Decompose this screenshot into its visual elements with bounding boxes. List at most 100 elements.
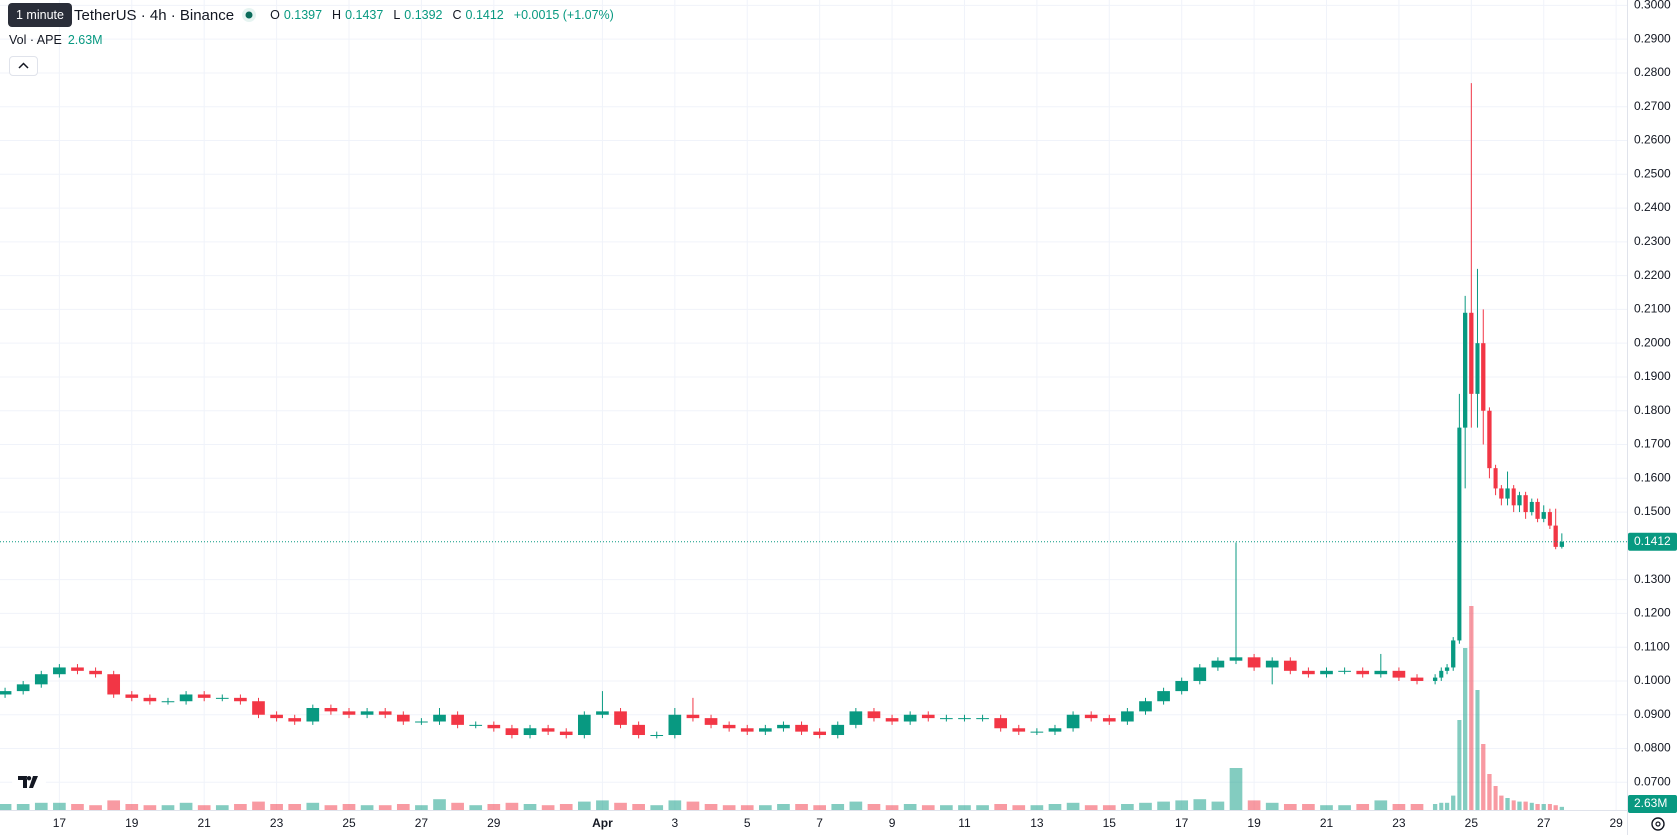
volume-bar bbox=[1541, 804, 1546, 810]
y-tick-label: 0.0900 bbox=[1634, 707, 1671, 721]
y-tick-label: 0.1900 bbox=[1634, 369, 1671, 383]
symbol-title[interactable]: TetherUS · 4h · Binance bbox=[74, 6, 235, 24]
volume-bar bbox=[469, 805, 483, 810]
candle-body bbox=[885, 718, 899, 722]
x-tick-label: 7 bbox=[816, 816, 823, 830]
volume-bar bbox=[1451, 795, 1456, 810]
candle-body bbox=[1030, 731, 1044, 733]
volume-bar bbox=[795, 804, 808, 810]
candle-body bbox=[1066, 714, 1080, 729]
y-tick-label: 0.1200 bbox=[1634, 606, 1671, 620]
volume-bar bbox=[722, 805, 736, 810]
status-dot bbox=[242, 8, 257, 22]
candle-body bbox=[813, 731, 826, 736]
candle-body bbox=[1511, 488, 1516, 506]
ohlc-label: L bbox=[393, 8, 401, 22]
volume-legend: Vol · APE 2.63M bbox=[9, 33, 103, 47]
volume-bar bbox=[1439, 802, 1444, 810]
candle-body bbox=[831, 724, 845, 736]
volume-bar bbox=[777, 804, 790, 810]
change: +0.0015 (+1.07%) bbox=[513, 8, 614, 22]
candle-body bbox=[740, 728, 754, 732]
candle-body bbox=[632, 724, 645, 736]
volume-bar bbox=[1175, 800, 1189, 810]
x-tick-label: 19 bbox=[125, 816, 139, 830]
volume-bar bbox=[252, 801, 265, 810]
x-tick-label: 27 bbox=[415, 816, 429, 830]
x-tick-label: 23 bbox=[270, 816, 284, 830]
volume-bar bbox=[234, 804, 247, 810]
x-tick-label: 15 bbox=[1103, 816, 1117, 830]
volume-bar bbox=[1499, 795, 1504, 810]
collapse-button[interactable] bbox=[9, 56, 38, 76]
candle-body bbox=[1012, 728, 1026, 732]
volume-bar bbox=[1030, 805, 1044, 810]
logo-bg bbox=[12, 764, 46, 798]
volume-bar bbox=[378, 805, 392, 810]
candle-body bbox=[1535, 501, 1540, 519]
candle-body bbox=[1481, 343, 1486, 411]
y-tick-label: 0.2600 bbox=[1634, 133, 1671, 147]
volume-bar bbox=[1356, 804, 1370, 810]
candle-body bbox=[0, 691, 12, 695]
x-tick-label: 27 bbox=[1537, 816, 1551, 830]
candle-body bbox=[1475, 343, 1480, 394]
volume-bar bbox=[89, 805, 102, 810]
volume-bar bbox=[433, 799, 446, 810]
volume-bar bbox=[831, 804, 845, 810]
volume-bar bbox=[921, 805, 935, 810]
volume-bar bbox=[1139, 802, 1152, 810]
candle-body bbox=[1505, 488, 1510, 499]
last-price-label: 0.1412 bbox=[1634, 534, 1671, 548]
candle-body bbox=[1559, 541, 1564, 547]
volume-bar bbox=[1338, 805, 1351, 810]
volume-bar bbox=[577, 801, 591, 810]
x-tick-label: 21 bbox=[198, 816, 212, 830]
settings-icon[interactable] bbox=[1651, 817, 1665, 831]
candle-body bbox=[668, 714, 682, 736]
x-tick-label: 21 bbox=[1320, 816, 1334, 830]
volume-bar bbox=[1487, 774, 1492, 810]
volume-bar bbox=[1121, 804, 1134, 810]
candle-body bbox=[1139, 701, 1152, 712]
candle-body bbox=[1444, 667, 1450, 671]
volume-bar bbox=[1066, 802, 1080, 810]
candle-body bbox=[795, 724, 808, 732]
volume-bar bbox=[885, 805, 899, 810]
candle-body bbox=[1374, 670, 1388, 675]
volume-bar bbox=[306, 802, 320, 810]
volume-bar bbox=[1283, 804, 1297, 810]
volume-bar bbox=[668, 800, 682, 810]
candle-body bbox=[614, 711, 627, 725]
volume-bar bbox=[1432, 804, 1438, 810]
candle-body bbox=[125, 694, 139, 698]
x-tick-label: 25 bbox=[1465, 816, 1479, 830]
tooltip: 1 minute bbox=[8, 3, 72, 27]
y-tick-label: 0.1000 bbox=[1634, 673, 1671, 687]
candle-body bbox=[1302, 670, 1315, 675]
volume-bar bbox=[396, 804, 410, 810]
candle-body bbox=[958, 718, 971, 720]
volume-bar bbox=[1374, 800, 1388, 810]
volume-bar bbox=[1102, 805, 1116, 810]
volume-bar bbox=[867, 804, 881, 810]
volume-bar bbox=[1553, 805, 1558, 810]
candle-body bbox=[215, 697, 229, 699]
x-tick-label: 5 bbox=[744, 816, 751, 830]
volume-bar bbox=[0, 804, 12, 810]
candle-body bbox=[921, 714, 935, 719]
candle-body bbox=[34, 674, 48, 685]
candle-body bbox=[487, 724, 501, 729]
last-price-tag bbox=[1628, 532, 1677, 551]
volume-bar bbox=[849, 801, 863, 810]
volume-bar bbox=[451, 802, 464, 810]
volume-bar bbox=[1410, 804, 1424, 810]
volume-tag bbox=[1628, 795, 1677, 813]
volume-bar bbox=[813, 805, 826, 810]
y-tick-label: 0.1800 bbox=[1634, 403, 1671, 417]
volume-bar bbox=[1547, 804, 1552, 810]
ohlc-value: 0.1392 bbox=[404, 8, 443, 22]
volume-bar bbox=[1229, 768, 1243, 810]
y-tick-label: 0.2800 bbox=[1634, 65, 1671, 79]
y-tick-label: 0.0700 bbox=[1634, 774, 1671, 788]
